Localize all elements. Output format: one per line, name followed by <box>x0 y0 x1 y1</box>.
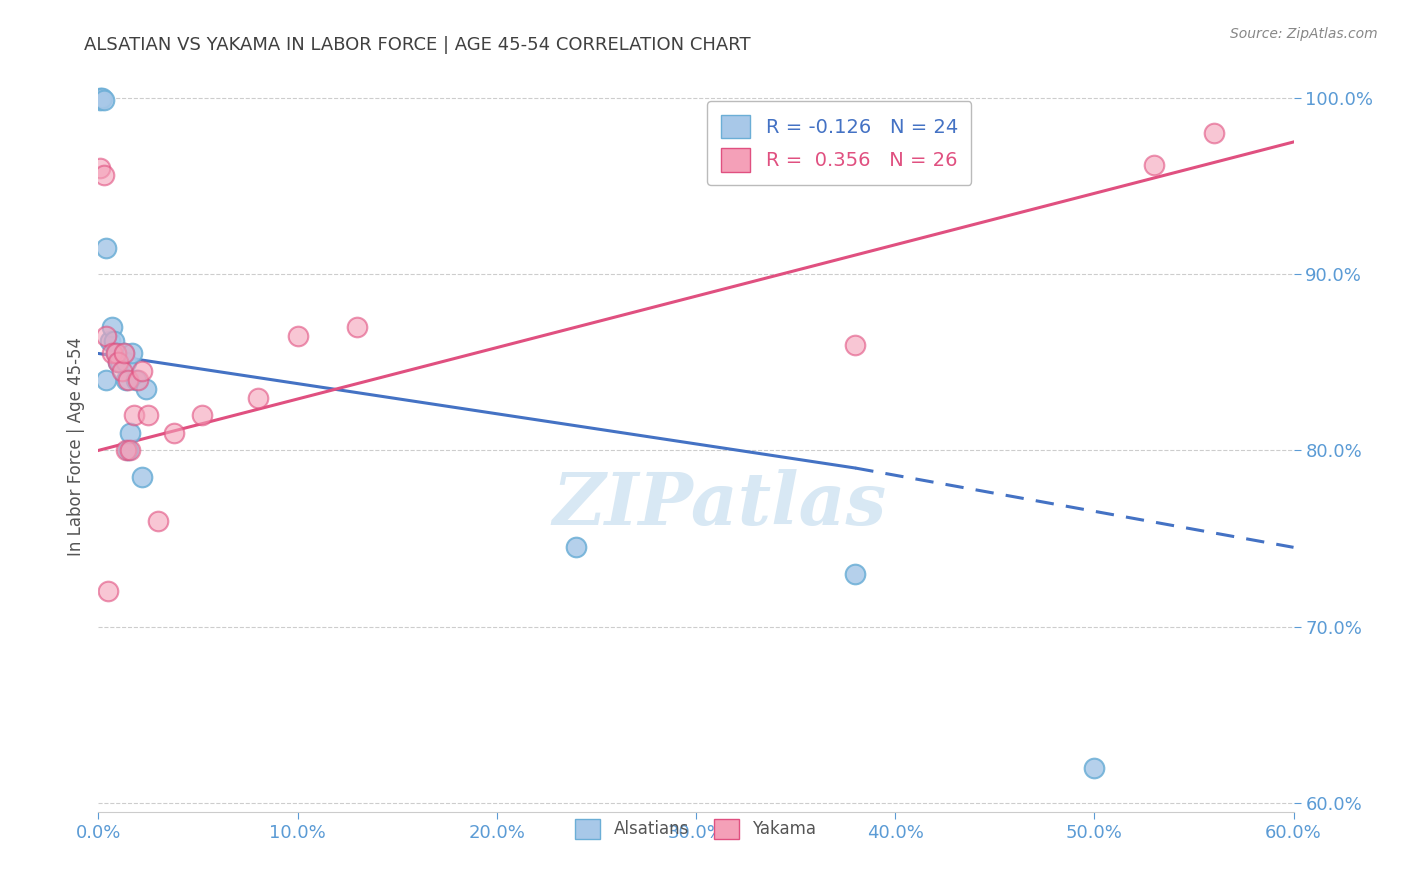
Point <box>101 346 124 360</box>
Point <box>89 93 111 107</box>
Point <box>96 241 118 255</box>
Y-axis label: In Labor Force | Age 45-54: In Labor Force | Age 45-54 <box>66 336 84 556</box>
Point <box>844 337 866 351</box>
Point <box>131 470 153 484</box>
Point <box>115 373 138 387</box>
Point <box>1143 158 1166 172</box>
Text: Source: ZipAtlas.com: Source: ZipAtlas.com <box>1230 27 1378 41</box>
Point <box>125 373 148 387</box>
Point <box>110 355 132 369</box>
Point <box>191 408 214 422</box>
Point <box>117 443 139 458</box>
Point <box>93 93 115 107</box>
Point <box>101 320 124 334</box>
Point <box>127 373 149 387</box>
Point <box>346 320 368 334</box>
Point <box>565 541 588 555</box>
Point <box>124 408 146 422</box>
Point <box>112 346 135 360</box>
Point <box>96 373 118 387</box>
Point <box>121 346 143 360</box>
Point <box>115 443 138 458</box>
Point <box>98 334 122 348</box>
Point <box>163 425 186 440</box>
Point <box>105 346 128 360</box>
Text: ZIPatlas: ZIPatlas <box>553 469 887 540</box>
Point <box>924 158 946 172</box>
Point <box>96 329 118 343</box>
Point <box>107 355 129 369</box>
Point <box>93 169 115 183</box>
Text: ALSATIAN VS YAKAMA IN LABOR FORCE | AGE 45-54 CORRELATION CHART: ALSATIAN VS YAKAMA IN LABOR FORCE | AGE … <box>84 36 751 54</box>
Point <box>844 566 866 581</box>
Point <box>112 346 135 360</box>
Point <box>148 514 170 528</box>
Point <box>89 161 111 176</box>
Point <box>111 364 134 378</box>
Point <box>1083 761 1105 775</box>
Point <box>287 329 309 343</box>
Point <box>97 584 120 599</box>
Point <box>1202 126 1225 140</box>
Point <box>91 91 114 105</box>
Legend: Alsatians, Yakama: Alsatians, Yakama <box>567 810 825 847</box>
Point <box>89 91 111 105</box>
Point <box>103 334 125 348</box>
Point <box>120 443 142 458</box>
Point <box>131 364 153 378</box>
Point <box>120 425 142 440</box>
Point <box>115 355 138 369</box>
Point <box>246 391 269 405</box>
Point <box>107 355 129 369</box>
Point <box>136 408 159 422</box>
Point <box>117 373 139 387</box>
Point <box>105 346 128 360</box>
Point <box>135 382 157 396</box>
